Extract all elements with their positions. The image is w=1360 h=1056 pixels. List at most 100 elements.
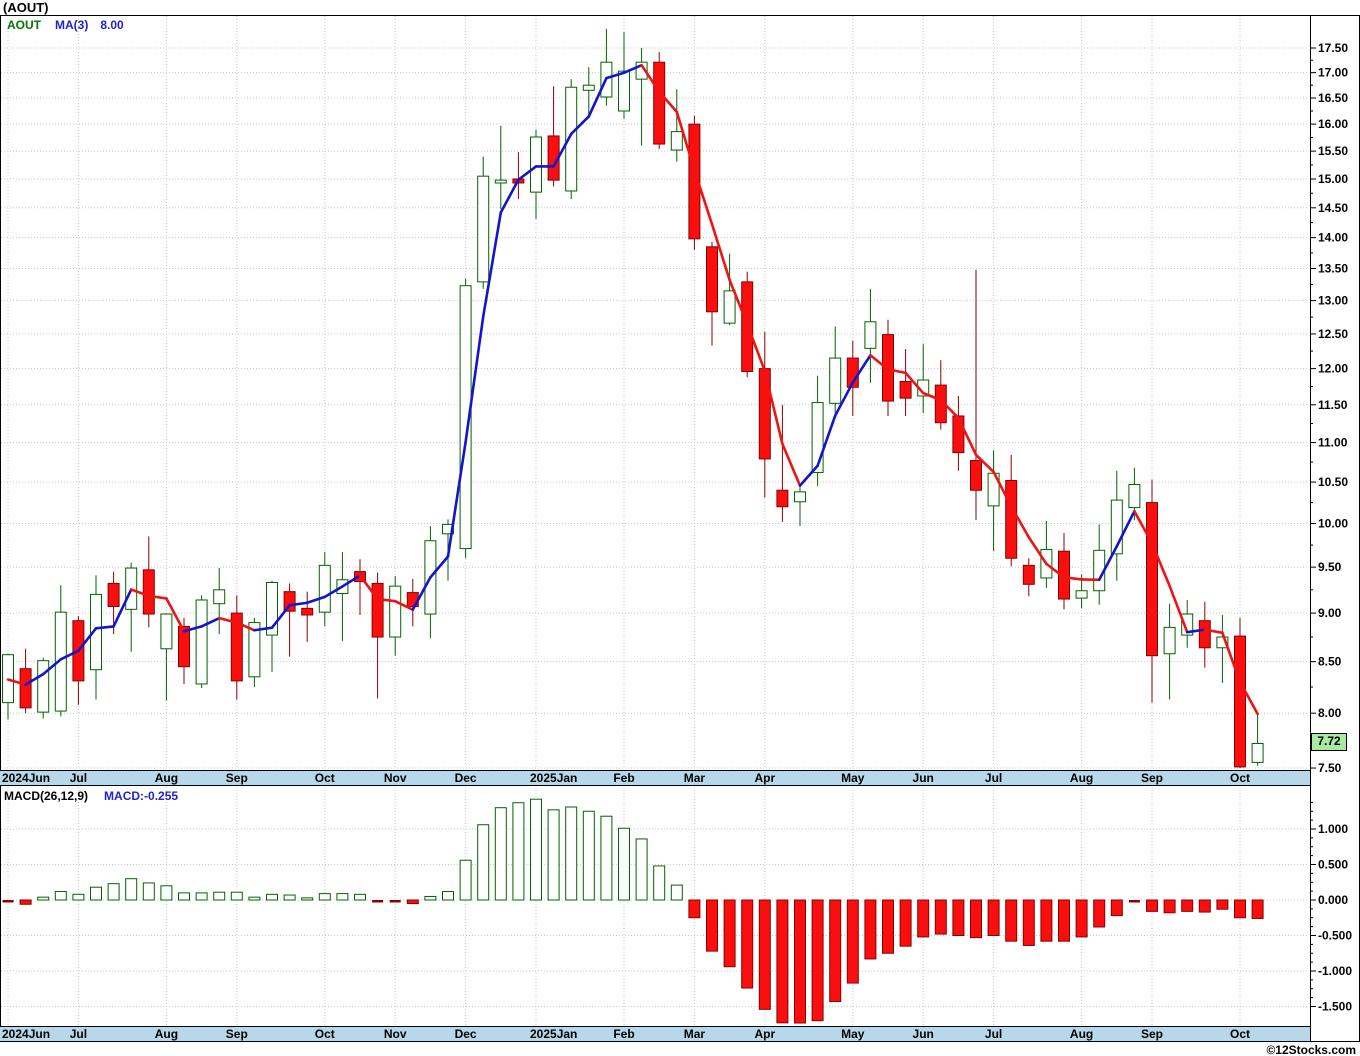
candle — [1058, 532, 1070, 610]
candle — [934, 360, 947, 430]
candle — [90, 575, 102, 700]
candle — [213, 568, 226, 635]
price-tick-label: 15.00 — [1318, 172, 1348, 186]
macd-bar — [811, 899, 824, 1022]
macd-bar — [758, 899, 771, 1010]
candle — [899, 349, 912, 416]
candle — [459, 278, 472, 559]
month-label: May — [841, 771, 865, 785]
month-label: Oct — [314, 1027, 335, 1041]
price-tick-label: 14.00 — [1318, 231, 1348, 245]
month-label: Jun — [912, 1027, 934, 1041]
candle — [389, 576, 402, 656]
macd-bar — [142, 882, 155, 901]
macd-bar — [389, 900, 401, 903]
macd-bar — [494, 807, 507, 901]
price-tick-label: 13.50 — [1318, 262, 1348, 276]
macd-bar — [477, 824, 490, 901]
macd-bar — [917, 899, 930, 938]
price-tick-label: 10.50 — [1318, 475, 1348, 489]
macd-bar — [266, 893, 278, 901]
macd-bar — [54, 890, 67, 901]
macd-bar — [794, 899, 806, 1024]
month-label: 2024Jun — [2, 1027, 51, 1041]
macd-bar — [442, 890, 454, 901]
macd-bar — [1128, 900, 1140, 903]
price-tick-label: 14.50 — [1318, 201, 1348, 215]
price-tick-label: 12.50 — [1318, 327, 1348, 341]
macd-bar — [1005, 899, 1018, 942]
macd-histogram — [2, 798, 1264, 1024]
month-label: Aug — [154, 1027, 179, 1041]
candle — [160, 613, 173, 701]
macd-bar — [160, 885, 173, 901]
candle — [635, 48, 648, 146]
macd-bar — [670, 884, 683, 901]
macd-bar — [178, 892, 190, 901]
candle — [1146, 479, 1158, 703]
macd-bar — [618, 827, 630, 901]
price-tick-label: 17.50 — [1318, 41, 1348, 55]
macd-bar — [318, 893, 331, 901]
candle — [1093, 524, 1106, 605]
price-tick-label: 7.50 — [1318, 761, 1342, 775]
month-label: Jun — [912, 771, 934, 785]
macd-bar — [424, 895, 437, 901]
macd-bar — [336, 893, 349, 901]
candle — [19, 648, 32, 714]
month-label: 2025Jan — [530, 1027, 578, 1041]
macd-bar — [530, 798, 542, 901]
macd-bar — [723, 899, 736, 968]
ma-indicator-value: 8.00 — [100, 18, 124, 32]
copyright-label: ©12Stocks.com — [1266, 1043, 1356, 1056]
macd-bar — [37, 896, 50, 901]
price-tick-label: 13.00 — [1318, 294, 1348, 308]
candle — [618, 32, 630, 119]
macd-bar — [1093, 899, 1106, 928]
macd-bar — [459, 859, 472, 901]
month-label: Apr — [754, 1027, 776, 1041]
macd-bar — [565, 806, 578, 901]
price-tick-label: 8.00 — [1318, 706, 1342, 720]
candle — [970, 269, 982, 521]
month-label: 2025Jan — [530, 771, 578, 785]
candle — [530, 129, 542, 220]
candle — [318, 552, 331, 627]
macd-bar — [1110, 899, 1123, 917]
month-label: Apr — [754, 771, 776, 785]
candle — [864, 288, 877, 383]
macd-bar — [1022, 899, 1035, 946]
price-tick-label: 11.50 — [1318, 398, 1348, 412]
candle — [2, 653, 14, 720]
macd-axis: 1.000 0.500 0.000 -0.500 -1.000 -1.500 — [1310, 801, 1352, 1014]
macd-bar — [19, 899, 32, 905]
macd-bar — [846, 899, 859, 984]
candle — [371, 572, 384, 699]
candle — [494, 125, 507, 209]
macd-tick-label: -1.500 — [1318, 1000, 1352, 1014]
macd-bar — [635, 838, 648, 901]
candle — [952, 395, 965, 471]
price-tick-label: 8.50 — [1318, 655, 1342, 669]
month-label: Dec — [454, 771, 477, 785]
page-title: (AOUT) — [3, 0, 49, 15]
month-label: Aug — [1069, 1027, 1094, 1041]
candle — [1251, 713, 1264, 766]
macd-bar — [864, 899, 877, 960]
candle — [1234, 617, 1246, 769]
macd-bar — [582, 810, 595, 901]
macd-indicator-value: MACD:-0.255 — [104, 789, 179, 803]
macd-bar — [372, 900, 384, 903]
candle — [1110, 470, 1123, 581]
candle — [794, 486, 806, 527]
month-label: Jul — [69, 771, 88, 785]
x-axis-band-bottom: 2024Jun Jul Aug Sep Oct Nov Dec 2025Jan Feb Mar Ap… — [0, 1026, 1310, 1042]
month-label: Feb — [613, 1027, 635, 1041]
macd-bar — [600, 815, 613, 901]
macd-bar — [72, 893, 85, 901]
macd-bar — [1040, 899, 1053, 942]
month-label: Feb — [613, 771, 635, 785]
macd-bar — [688, 899, 701, 919]
